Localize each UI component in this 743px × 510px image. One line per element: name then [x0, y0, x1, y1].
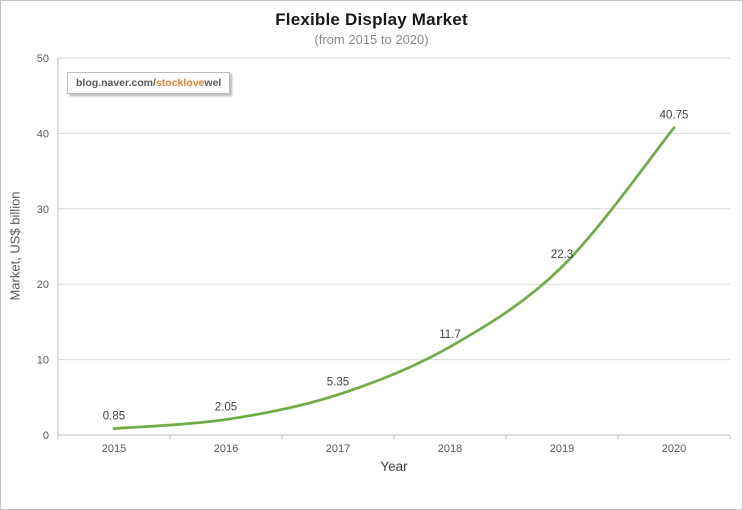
- svg-text:2015: 2015: [102, 443, 126, 455]
- svg-text:0.85: 0.85: [103, 411, 125, 423]
- chart-title: Flexible Display Market: [275, 10, 468, 29]
- watermark-text-suffix: wel: [204, 77, 222, 89]
- svg-text:22.3: 22.3: [551, 249, 573, 261]
- watermark-text-prefix: blog.naver.com/: [76, 77, 156, 89]
- svg-text:2016: 2016: [214, 443, 238, 455]
- svg-text:40.75: 40.75: [660, 110, 689, 122]
- svg-text:30: 30: [37, 204, 49, 216]
- watermark-text-highlight: stocklove: [155, 77, 205, 89]
- svg-text:2017: 2017: [326, 443, 350, 455]
- svg-text:2.05: 2.05: [215, 402, 237, 414]
- svg-text:50: 50: [37, 53, 49, 65]
- svg-text:2019: 2019: [550, 443, 574, 455]
- svg-text:5.35: 5.35: [327, 377, 349, 389]
- chart-subtitle: (from 2015 to 2020): [314, 32, 429, 47]
- svg-text:20: 20: [37, 279, 49, 291]
- x-axis-title: Year: [380, 459, 408, 474]
- watermark-badge: blog.naver.com/stocklovewel: [67, 72, 231, 94]
- svg-text:0: 0: [43, 430, 49, 442]
- svg-text:2020: 2020: [662, 443, 686, 455]
- svg-text:40: 40: [37, 128, 49, 140]
- svg-text:2018: 2018: [438, 443, 462, 455]
- y-axis-title: Market, US$ billion: [7, 191, 23, 301]
- svg-text:11.7: 11.7: [439, 329, 461, 341]
- svg-text:10: 10: [37, 355, 49, 367]
